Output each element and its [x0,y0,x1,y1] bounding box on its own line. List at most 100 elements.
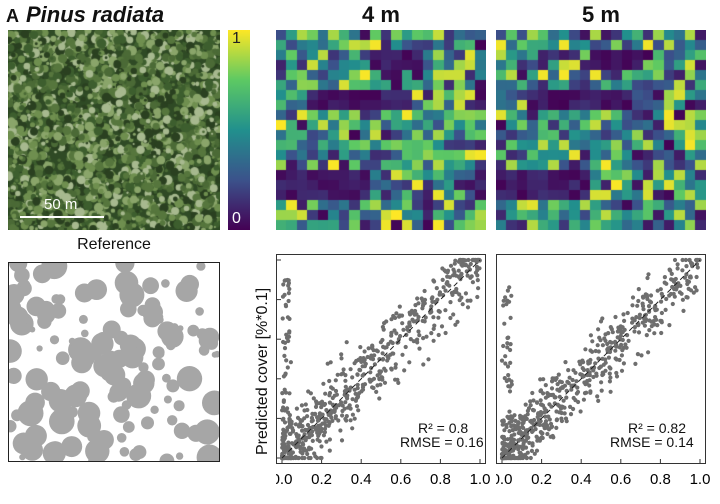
scatter-point [659,330,664,336]
scatter-point [393,362,398,367]
scatter-point [399,313,405,318]
scatter-point [305,407,310,413]
scatter-point [580,358,585,363]
x-tick-label: 0.4 [351,471,372,488]
scatter-point [433,299,438,305]
scatter-point [517,455,522,461]
scatter-point [453,322,458,327]
scatter-point [327,393,332,398]
scatter-point [588,348,593,353]
scatter-point [525,412,530,417]
scatter-point [443,330,448,336]
scatter-point [286,298,291,304]
scatter-point [510,428,515,433]
scatter-point [283,408,288,413]
scatter-point [332,409,337,414]
scatter-point [421,362,426,367]
scatter-point [302,455,307,461]
canopy-patch [21,439,43,461]
scatter-point [371,348,376,353]
canopy-patch [6,306,29,328]
colorbar-max-label: 1 [232,30,241,47]
scatter-point [432,279,437,284]
scatter-point [578,372,583,377]
scatter-point [386,342,391,347]
scatter-point [588,333,593,338]
scatter-point [502,428,507,433]
scatter-point [659,310,664,316]
scatter-point [520,424,525,430]
scatter-point [626,338,631,343]
scatter-point [559,416,564,421]
scatter-point [620,348,625,353]
scatter-point [574,391,579,396]
scatter-point [319,444,324,449]
scatter-point [643,317,648,322]
scatter-point [340,371,346,376]
scatter-point [291,455,296,461]
scatter-point [398,334,403,339]
scatter-point [455,319,460,324]
scatter-point [415,296,420,301]
scatter-point [603,332,608,337]
canopy-patch [17,400,44,427]
scatter-point [300,428,305,433]
scatter-point [313,411,318,416]
scatter-point [287,416,292,421]
scatter-point [636,298,641,304]
scatter-point [509,443,514,448]
scatter-point [339,352,344,357]
scatter-point [392,328,397,333]
scatter-point [340,413,345,418]
scatter-point [503,295,508,300]
scatter-point [350,375,355,380]
scatter-point [296,455,301,461]
scatter-point [527,427,532,432]
scatter-point [530,407,535,413]
scatter-point [571,395,576,401]
scatter-point [672,257,678,263]
scatter-point [633,361,638,366]
scatter-point [652,322,657,327]
scatter-point [429,304,434,309]
canopy-patch [202,390,227,416]
scatter-point [439,324,445,329]
canopy-patch [142,277,160,295]
scatter-point [280,391,285,396]
scatter-point [285,315,290,320]
scatter-point [443,308,448,313]
scatter-point [637,312,642,317]
scatter-point [437,309,442,314]
scatter-point [460,302,465,307]
panel-title-4m: 4 m [362,2,400,27]
scatter-point [352,416,357,421]
scatter-point [409,310,415,315]
scatter-point [614,344,619,349]
scatter-point [338,428,343,433]
scatter-point [532,451,537,456]
scatter-point [507,285,512,290]
scatter-point [608,389,613,394]
scatter-point [599,380,604,385]
scatter-point [287,330,292,335]
scatter-point [307,445,312,450]
scatter-point [508,315,513,320]
scatter-point [512,455,517,461]
canopy-patch [159,453,175,469]
scatter-point [653,315,658,320]
scatter-point [571,406,576,412]
scatter-point [300,424,305,429]
scatter-point [625,333,630,338]
scatter-point [350,412,355,417]
scatter-point [684,272,689,277]
scatter-point [333,388,339,394]
scatter-point [596,349,601,354]
scatter-point [365,354,370,360]
scatter-point [286,338,291,344]
scatter-point [598,338,603,343]
scatter-point [336,418,341,423]
scatter-point [501,298,506,303]
scatter-point [402,368,407,373]
scatter-point [590,339,595,344]
scatter-point [566,380,571,386]
